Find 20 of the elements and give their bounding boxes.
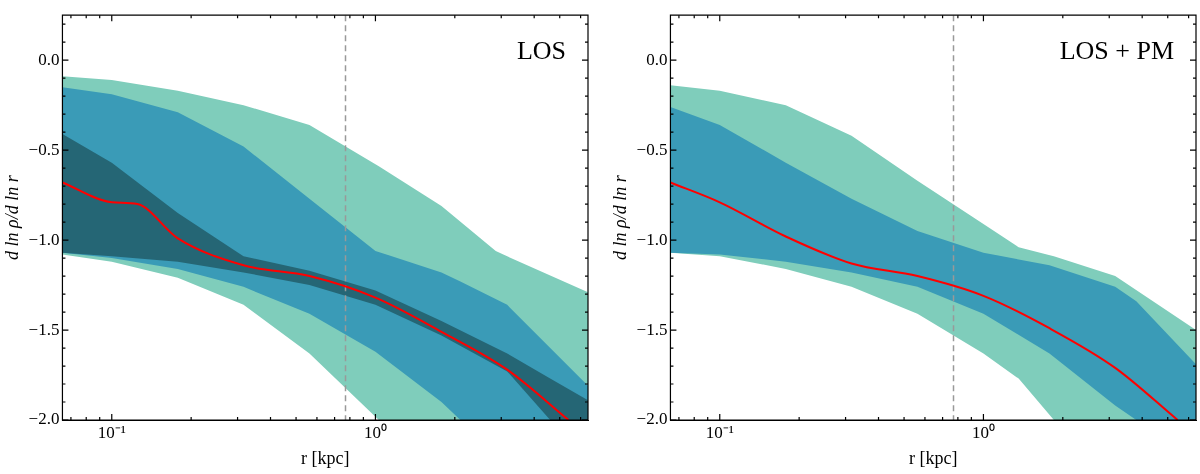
annotation: LOS (516, 36, 566, 66)
y-tick-label: −2.0 (636, 409, 668, 429)
y-tick-label: −1.5 (28, 319, 60, 339)
x-tick-label: 10⁰ (363, 422, 387, 442)
y-axis-title: d ln ρ/d ln r (609, 174, 630, 260)
y-tick-label: −1.0 (636, 229, 668, 249)
y-axis-title: d ln ρ/d ln r (1, 174, 22, 260)
x-tick-label: 10⁻¹ (705, 422, 734, 442)
x-tick-label: 10⁰ (971, 422, 995, 442)
x-axis-title: r [kpc] (908, 447, 958, 468)
y-tick-label: −1.5 (636, 319, 668, 339)
y-tick-label: −1.0 (28, 229, 60, 249)
annotation: LOS + PM (1059, 36, 1174, 66)
x-axis-title: r [kpc] (300, 447, 350, 468)
y-tick-label: −2.0 (28, 409, 60, 429)
y-tick-label: −0.5 (28, 139, 60, 159)
y-tick-label: 0.0 (38, 49, 60, 69)
y-tick-label: 0.0 (646, 49, 668, 69)
x-tick-label: 10⁻¹ (97, 422, 126, 442)
y-tick-label: −0.5 (636, 139, 668, 159)
